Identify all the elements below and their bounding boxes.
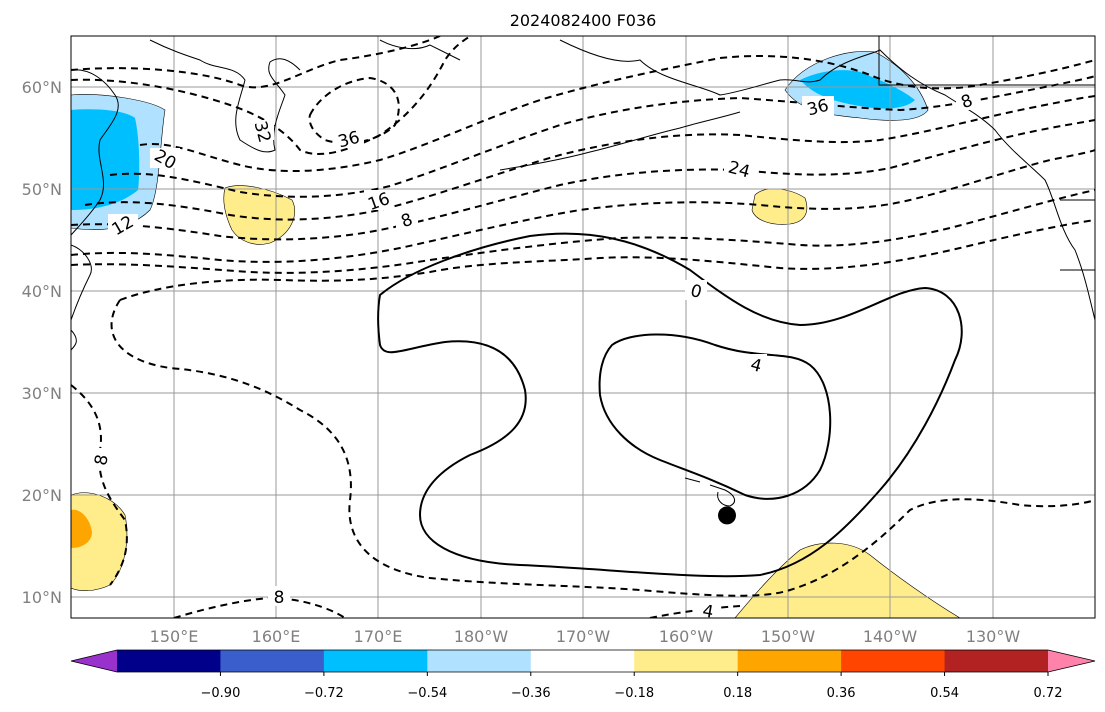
contour-lines [71,36,1095,618]
contour-label: 4 [748,355,764,377]
contour-labels: 32 36 20 12 16 8 36 8 24 0 4 8 8 [91,90,978,623]
colorbar-segment [117,650,221,672]
lon-label: 170°E [354,627,403,646]
contour-label: 4 [701,601,715,623]
positive-anomaly-region [223,185,296,245]
lon-label: 150°E [150,627,199,646]
colorbar [70,649,1096,676]
lon-label: 180°W [454,627,509,646]
map-frame [70,35,1096,619]
contour-line [377,232,963,578]
lat-label: 30°N [22,384,62,403]
contour-line [71,36,441,89]
point-marker [718,506,736,525]
coastline-japan [71,329,77,351]
colorbar-segment [634,650,739,672]
colorbar-segment [530,650,635,672]
colorbar-segment [427,650,532,672]
colorbar-tick-label: −0.90 [201,686,241,701]
coastline-chukotka [379,39,461,61]
colorbar-tick-label: −0.18 [614,686,654,701]
colorbar-tick-label: −0.54 [407,686,447,701]
colorbar-extend-high [1048,650,1095,672]
colorbar-segment [841,650,946,672]
colorbar-segment [220,650,325,672]
coastline-aleutians [499,111,741,171]
contour-line [71,36,471,156]
lon-label: 150°W [761,627,816,646]
coastlines [71,36,1095,507]
contour-label: 0 [688,281,704,303]
border-canada [878,36,1095,86]
contour-line [308,76,400,145]
coastline-sakhalin [71,244,92,321]
figure-title: 2024082400 F036 [510,11,657,30]
colorbar-tick-label: 0.36 [827,686,856,701]
longitude-labels: 150°E 160°E 170°E 180°W 170°W 160°W 150°… [150,627,1021,646]
map-panel: 32 36 20 12 16 8 36 8 24 0 4 8 8 [71,36,1095,623]
contour-label: 8 [91,453,113,467]
negative-anomaly-region [71,109,140,210]
colorbar-tick-label: −0.72 [304,686,344,701]
lon-label: 160°W [659,627,714,646]
contour-line [71,149,1095,263]
coastline-hawaii [684,477,736,507]
coastline-kamchatka [149,39,301,153]
positive-anomaly-region [71,509,92,548]
colorbar-tick-label: −0.36 [511,686,551,701]
latitude-labels: 60°N 50°N 40°N 30°N 20°N 10°N [22,78,62,607]
coastline-asia [71,69,119,236]
colorbar-segment [737,650,842,672]
colorbar-tick-label: 0.54 [930,686,959,701]
contour-line [110,219,1095,597]
contour-line [598,333,832,500]
border-us [1060,199,1095,271]
colorbar-tick-label: 0.72 [1034,686,1063,701]
lat-label: 40°N [22,282,62,301]
contour-line [139,54,1095,173]
grid-lines [71,36,1095,618]
lat-label: 60°N [22,78,62,97]
colorbar-outline [70,649,1096,673]
lon-label: 130°W [966,627,1021,646]
lon-label: 160°E [252,627,301,646]
lat-label: 20°N [22,486,62,505]
negative-anomaly-region [800,70,915,109]
contour-line [71,384,128,586]
contour-line [71,119,1095,241]
lat-label: 50°N [22,180,62,199]
contour-label: 8 [274,588,285,608]
contour-line [71,189,1095,274]
lon-label: 170°W [556,627,611,646]
colorbar-segment [944,650,1049,672]
contour-line [84,95,1095,221]
colorbar-labels: −0.90 −0.72 −0.54 −0.36 −0.18 0.18 0.36 0.54 0.7… [201,686,1063,701]
colorbar-extend-low [71,650,117,672]
coastline-alaska [559,39,1095,321]
colorbar-segment [323,650,428,672]
colorbar-tick-label: 0.18 [723,686,752,701]
positive-anomaly-region [734,542,961,618]
lat-label: 10°N [22,588,62,607]
lon-label: 140°W [863,627,918,646]
